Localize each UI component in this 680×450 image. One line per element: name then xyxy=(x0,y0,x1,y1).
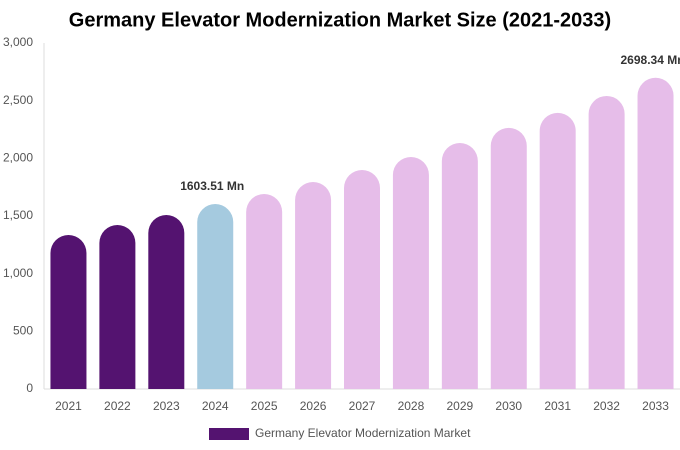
bar xyxy=(148,214,185,389)
x-tick-label: 2024 xyxy=(202,399,229,413)
bar xyxy=(539,112,576,389)
legend-swatch xyxy=(209,428,249,440)
x-tick-label: 2023 xyxy=(153,399,180,413)
x-tick-label: 2027 xyxy=(349,399,376,413)
x-tick-label: 2028 xyxy=(398,399,425,413)
bar xyxy=(99,224,136,389)
bar xyxy=(50,235,87,389)
x-tick-label: 2029 xyxy=(446,399,473,413)
x-tick-label: 2026 xyxy=(300,399,327,413)
x-tick-label: 2022 xyxy=(104,399,131,413)
y-tick-label: 0 xyxy=(26,381,33,395)
bar xyxy=(637,77,674,390)
legend-label: Germany Elevator Modernization Market xyxy=(255,426,471,440)
bar xyxy=(197,204,234,389)
y-tick-label: 500 xyxy=(13,324,33,338)
y-tick-label: 2,500 xyxy=(3,93,33,107)
bar xyxy=(392,156,429,389)
data-label: 2698.34 Mn xyxy=(621,53,680,67)
x-tick-label: 2033 xyxy=(642,399,669,413)
x-tick-label: 2025 xyxy=(251,399,278,413)
bar xyxy=(490,127,527,389)
x-tick-label: 2021 xyxy=(55,399,82,413)
bar xyxy=(246,193,283,389)
bar xyxy=(344,169,380,389)
x-tick-label: 2032 xyxy=(593,399,620,413)
y-tick-label: 1,000 xyxy=(3,266,33,280)
bar xyxy=(295,181,332,389)
bar xyxy=(441,142,478,389)
y-tick-label: 2,000 xyxy=(3,151,33,165)
y-tick-label: 1,500 xyxy=(3,208,33,222)
x-tick-label: 2031 xyxy=(544,399,571,413)
chart-title: Germany Elevator Modernization Market Si… xyxy=(69,9,611,31)
bar xyxy=(588,95,625,390)
y-tick-label: 3,000 xyxy=(3,35,33,49)
x-tick-label: 2030 xyxy=(495,399,522,413)
data-label: 1603.51 Mn xyxy=(180,179,244,193)
